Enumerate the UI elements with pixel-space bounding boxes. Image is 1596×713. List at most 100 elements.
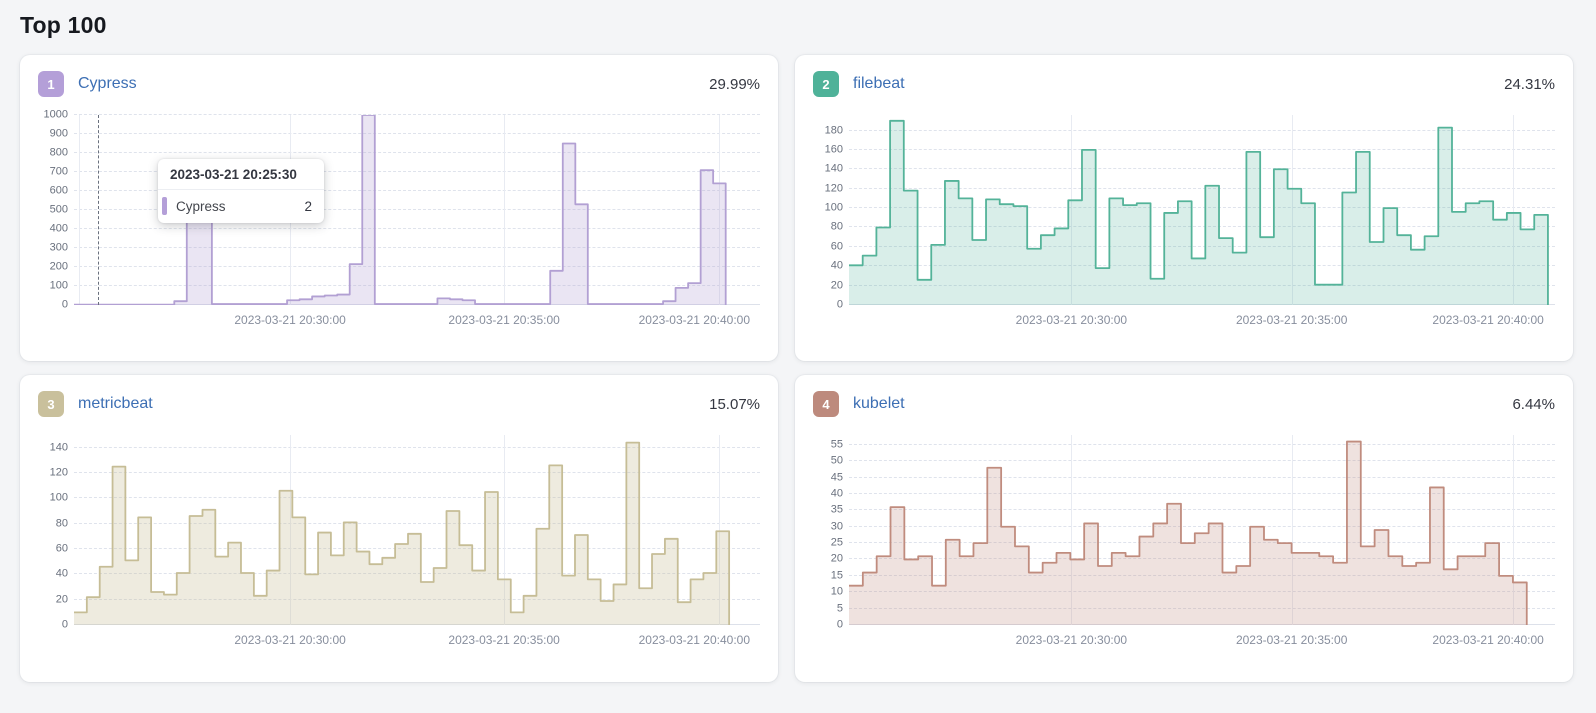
tooltip-row: Cypress 2 bbox=[158, 190, 324, 223]
y-axis-tick-label: 0 bbox=[61, 618, 68, 631]
horizontal-gridline bbox=[849, 574, 1555, 576]
x-axis: 2023-03-21 20:30:00 2023-03-21 20:35:00 20… bbox=[74, 631, 760, 651]
x-axis-tick-label: 2023-03-21 20:30:00 bbox=[234, 313, 346, 327]
y-axis-tick-label: 35 bbox=[830, 503, 843, 516]
y-axis-tick-label: 30 bbox=[830, 520, 843, 533]
card-header: 4 kubelet 6.44% bbox=[813, 391, 1555, 417]
horizontal-gridline bbox=[849, 476, 1555, 478]
area-series bbox=[849, 435, 1555, 625]
y-axis-tick-label: 20 bbox=[830, 279, 843, 292]
card-header: 2 filebeat 24.31% bbox=[813, 71, 1555, 97]
x-axis-tick-label: 2023-03-21 20:40:00 bbox=[1432, 313, 1544, 327]
y-axis-tick-label: 100 bbox=[824, 201, 843, 214]
y-axis: 0 20 40 60 80 100 120 140 160 180 bbox=[813, 115, 849, 310]
y-axis-tick-label: 200 bbox=[49, 260, 68, 273]
vertical-gridline bbox=[1071, 435, 1073, 625]
vertical-gridline bbox=[1291, 435, 1293, 625]
area-series bbox=[849, 115, 1555, 305]
y-axis-tick-label: 25 bbox=[830, 536, 843, 549]
plot-area[interactable] bbox=[74, 435, 760, 625]
horizontal-gridline bbox=[849, 443, 1555, 445]
y-axis-tick-label: 10 bbox=[830, 585, 843, 598]
chart-tooltip: 2023-03-21 20:25:30 Cypress 2 bbox=[158, 159, 324, 223]
vertical-gridline bbox=[1512, 115, 1514, 305]
chart-metricbeat: 0 20 40 60 80 100 120 140 2023-03-21 20:30:00 20… bbox=[38, 435, 760, 651]
y-axis: 0 5 10 15 20 25 30 35 40 45 50 55 bbox=[813, 435, 849, 630]
rank-badge: 4 bbox=[813, 391, 839, 417]
horizontal-gridline bbox=[74, 548, 760, 549]
horizontal-gridline bbox=[849, 460, 1555, 462]
y-axis-tick-label: 120 bbox=[824, 182, 843, 195]
percent-value: 29.99% bbox=[709, 75, 760, 93]
horizontal-gridline bbox=[74, 472, 760, 473]
series-link-metricbeat[interactable]: metricbeat bbox=[78, 395, 153, 412]
horizontal-gridline bbox=[849, 304, 1555, 305]
rank-badge: 2 bbox=[813, 71, 839, 97]
x-axis-tick-label: 2023-03-21 20:35:00 bbox=[448, 313, 560, 327]
x-axis: 2023-03-21 20:30:00 2023-03-21 20:35:00 20… bbox=[849, 311, 1555, 331]
plot-area[interactable]: 2023-03-21 20:25:30 Cypress 2 bbox=[74, 114, 760, 305]
tooltip-value: 2 bbox=[304, 198, 312, 214]
percent-value: 24.31% bbox=[1504, 75, 1555, 93]
card-cypress: 1 Cypress 29.99% 0 100 200 300 400 500 600 700 8… bbox=[20, 55, 778, 361]
plot-area[interactable] bbox=[849, 115, 1555, 305]
y-axis-tick-label: 100 bbox=[49, 491, 68, 504]
hover-cursor-line bbox=[98, 115, 99, 305]
x-axis-tick-label: 2023-03-21 20:35:00 bbox=[448, 633, 560, 647]
chart-filebeat: 0 20 40 60 80 100 120 140 160 180 2023-03-21 20:3… bbox=[813, 115, 1555, 331]
horizontal-gridline bbox=[849, 129, 1555, 131]
y-axis-tick-label: 300 bbox=[49, 241, 68, 254]
x-axis-tick-label: 2023-03-21 20:35:00 bbox=[1235, 313, 1348, 327]
plot-area[interactable] bbox=[849, 435, 1555, 625]
horizontal-gridline bbox=[74, 624, 760, 625]
horizontal-gridline bbox=[849, 525, 1555, 527]
horizontal-gridline bbox=[849, 207, 1555, 209]
x-axis-tick-label: 2023-03-21 20:40:00 bbox=[1432, 633, 1544, 647]
y-axis-tick-label: 80 bbox=[830, 220, 843, 233]
y-axis-tick-label: 0 bbox=[836, 298, 843, 311]
horizontal-gridline bbox=[849, 226, 1555, 228]
horizontal-gridline bbox=[849, 284, 1555, 286]
series-link-filebeat[interactable]: filebeat bbox=[853, 75, 905, 92]
vertical-gridline bbox=[1512, 435, 1514, 625]
y-axis-tick-label: 40 bbox=[55, 567, 68, 580]
y-axis-tick-label: 1000 bbox=[43, 108, 68, 121]
y-axis-tick-label: 160 bbox=[824, 143, 843, 156]
horizontal-gridline bbox=[74, 190, 760, 191]
horizontal-gridline bbox=[74, 152, 760, 153]
chart-kubelet: 0 5 10 15 20 25 30 35 40 45 50 55 2023-03-21 20:30:… bbox=[813, 435, 1555, 651]
y-axis-tick-label: 140 bbox=[824, 162, 843, 175]
y-axis-tick-label: 800 bbox=[49, 146, 68, 159]
y-axis-tick-label: 400 bbox=[49, 222, 68, 235]
card-filebeat: 2 filebeat 24.31% 0 20 40 60 80 100 120 140 160 1… bbox=[795, 55, 1573, 361]
horizontal-gridline bbox=[849, 187, 1555, 189]
horizontal-gridline bbox=[849, 607, 1555, 609]
y-axis-tick-label: 45 bbox=[830, 471, 843, 484]
area-series bbox=[74, 435, 760, 625]
horizontal-gridline bbox=[849, 148, 1555, 150]
x-axis-tick-label: 2023-03-21 20:30:00 bbox=[1015, 633, 1128, 647]
chart-cypress: 0 100 200 300 400 500 600 700 800 900 1000 2023-03… bbox=[38, 109, 760, 331]
horizontal-gridline bbox=[74, 573, 760, 575]
horizontal-gridline bbox=[849, 492, 1555, 494]
y-axis-tick-label: 55 bbox=[830, 438, 843, 451]
horizontal-gridline bbox=[74, 266, 760, 267]
card-header: 1 Cypress 29.99% bbox=[38, 71, 760, 97]
y-axis-tick-label: 500 bbox=[49, 203, 68, 216]
series-link-cypress[interactable]: Cypress bbox=[78, 75, 137, 92]
y-axis: 0 20 40 60 80 100 120 140 bbox=[38, 435, 74, 630]
y-axis-tick-label: 20 bbox=[55, 593, 68, 606]
y-axis-tick-label: 40 bbox=[830, 487, 843, 500]
y-axis: 0 100 200 300 400 500 600 700 800 900 1000 bbox=[38, 109, 74, 310]
horizontal-gridline bbox=[849, 265, 1555, 267]
y-axis-tick-label: 60 bbox=[830, 240, 843, 253]
x-axis-tick-label: 2023-03-21 20:30:00 bbox=[1015, 313, 1128, 327]
vertical-gridline bbox=[1071, 115, 1073, 305]
y-axis-tick-label: 5 bbox=[836, 602, 843, 615]
vertical-gridline bbox=[504, 115, 506, 305]
x-axis-tick-label: 2023-03-21 20:40:00 bbox=[638, 313, 751, 327]
vertical-gridline bbox=[718, 435, 720, 625]
horizontal-gridline bbox=[849, 509, 1555, 511]
series-link-kubelet[interactable]: kubelet bbox=[853, 395, 905, 412]
tooltip-series-label: Cypress bbox=[176, 198, 226, 214]
